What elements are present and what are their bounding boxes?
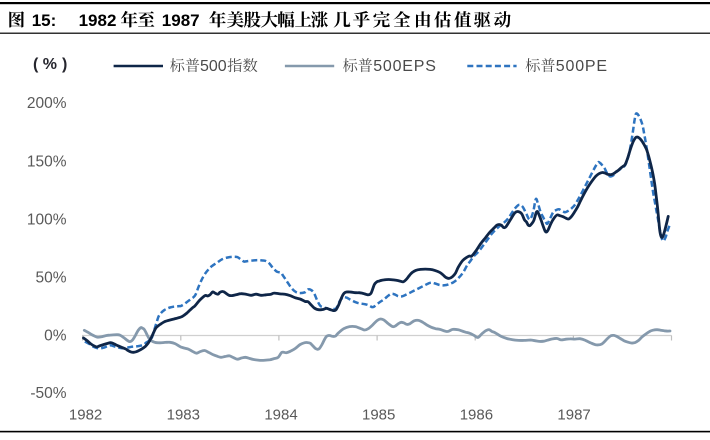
svg-text:150%: 150% (27, 153, 67, 170)
svg-text:1983: 1983 (167, 406, 200, 423)
svg-text:0%: 0% (44, 328, 67, 345)
svg-text:1987: 1987 (557, 406, 590, 423)
svg-text:1984: 1984 (264, 406, 297, 423)
svg-text:): ) (62, 56, 67, 73)
svg-text:100%: 100% (27, 211, 67, 228)
svg-text:-50%: -50% (30, 385, 66, 402)
svg-text:500: 500 (200, 58, 227, 75)
svg-text:1985: 1985 (362, 406, 395, 423)
svg-text:200%: 200% (27, 95, 67, 112)
svg-text:1986: 1986 (460, 406, 493, 423)
svg-text:1982: 1982 (69, 406, 102, 423)
svg-text:15:: 15: (32, 11, 57, 30)
svg-text:500EPS: 500EPS (373, 58, 437, 75)
svg-text:1987: 1987 (162, 11, 200, 30)
svg-text:1982: 1982 (79, 11, 117, 30)
svg-text:(: ( (33, 56, 39, 73)
svg-text:%: % (43, 56, 57, 73)
svg-text:500PE: 500PE (556, 58, 608, 75)
svg-text:50%: 50% (35, 270, 66, 287)
